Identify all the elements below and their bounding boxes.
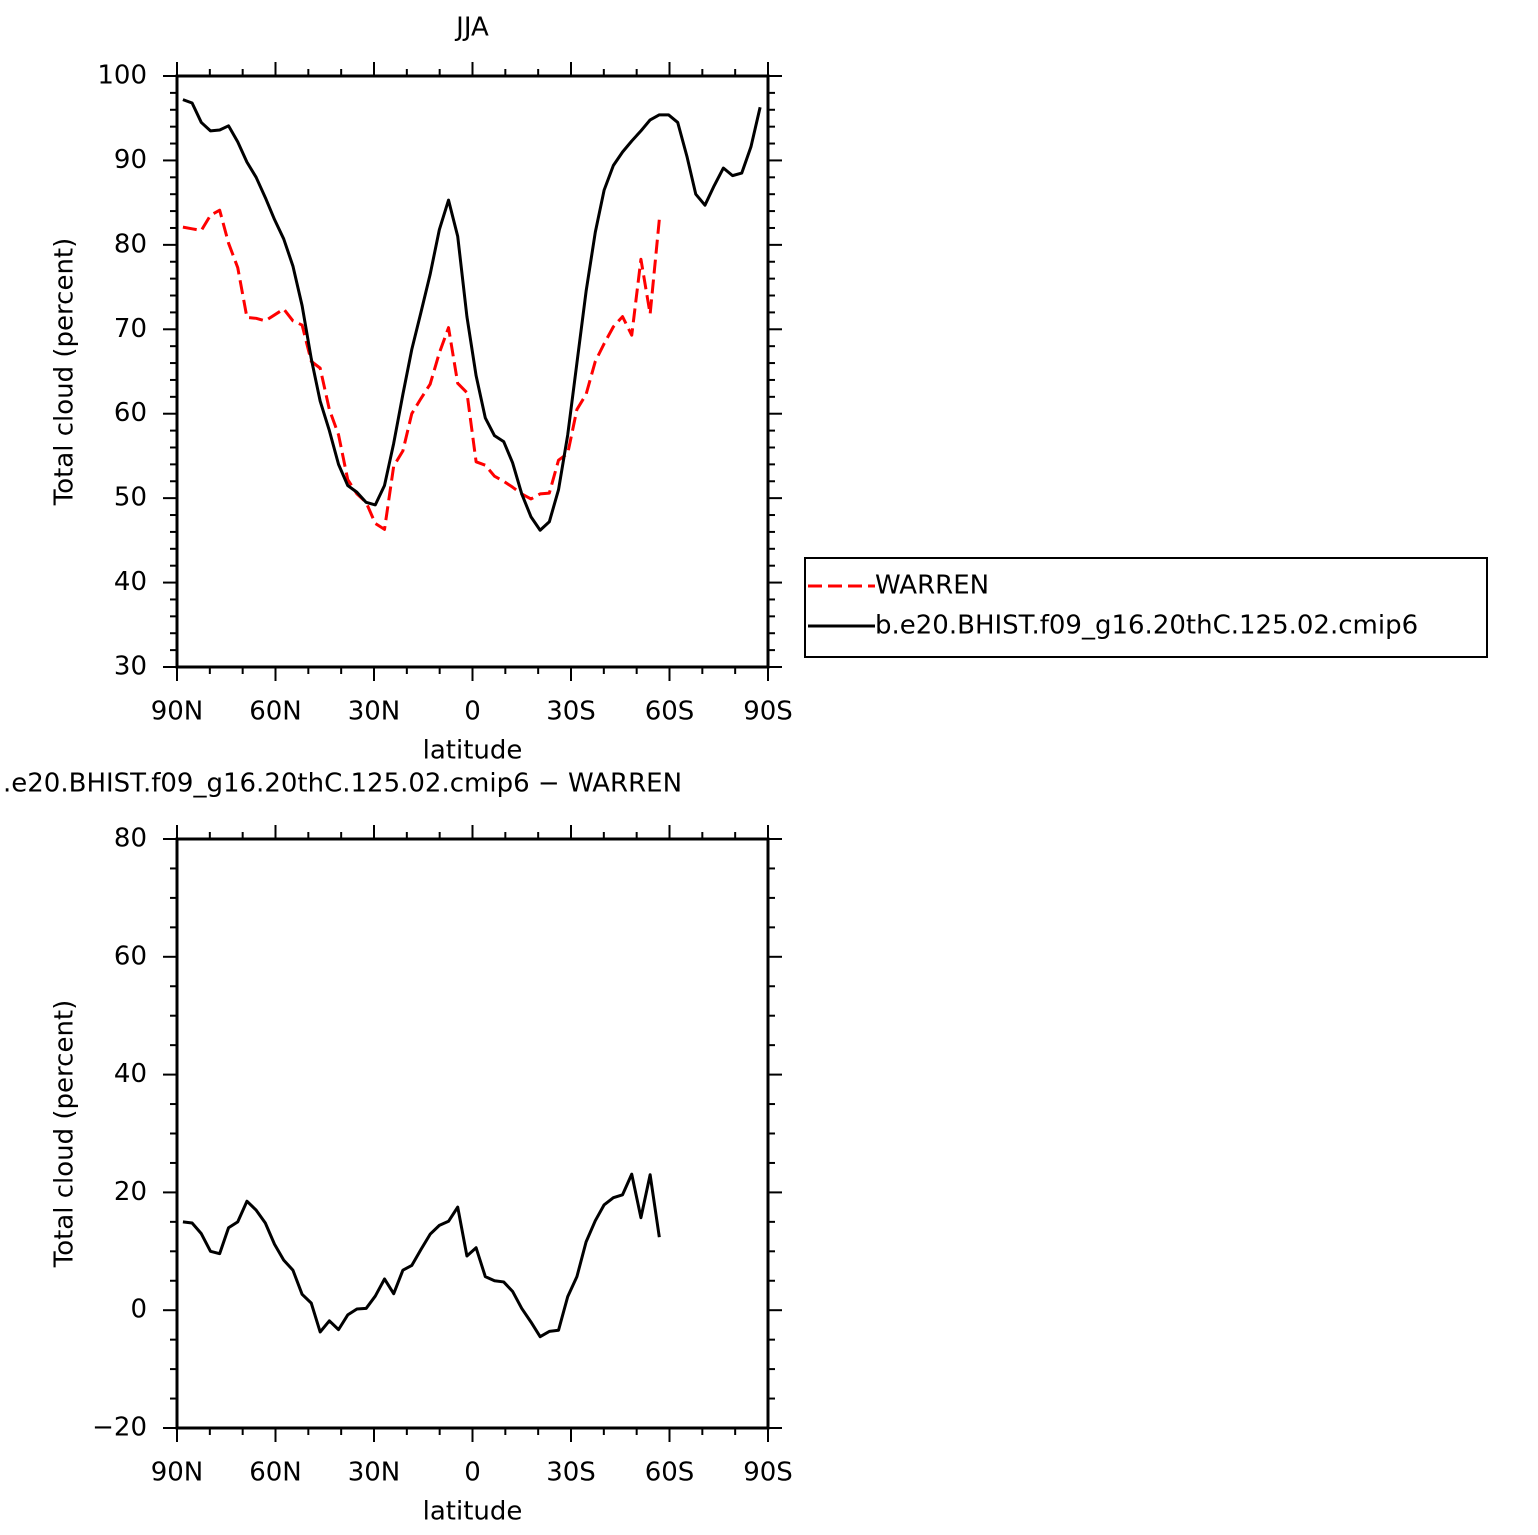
y-tick-label: 70: [114, 314, 147, 344]
y-tick-label: 30: [114, 652, 147, 682]
y-tick-label: −20: [92, 1413, 147, 1443]
y-tick-label: 80: [114, 824, 147, 854]
y-tick-label: 60: [114, 398, 147, 428]
data-line: [182, 208, 661, 531]
y-tick-label: 80: [114, 229, 147, 259]
x-tick-label: 90S: [743, 1458, 793, 1488]
plot-frame: [175, 837, 770, 1430]
plot-frame: [175, 74, 770, 669]
x-tick-label: 60S: [645, 1458, 695, 1488]
y-tick-label: 50: [114, 483, 147, 513]
x-tick-label: 90S: [743, 697, 793, 727]
x-tick-label: 90N: [151, 1458, 204, 1488]
x-tick-label: 60N: [249, 697, 302, 727]
y-tick-label: 100: [97, 61, 147, 91]
x-tick-label: 30S: [546, 1458, 596, 1488]
y-tick-label: 90: [114, 145, 147, 175]
legend-label: b.e20.BHIST.f09_g16.20thC.125.02.cmip6: [875, 611, 1418, 641]
y-tick-label: 20: [114, 1177, 147, 1207]
x-axis-label: latitude: [423, 736, 523, 766]
chart-title: .e20.BHIST.f09_g16.20thC.125.02.cmip6 − …: [3, 769, 682, 799]
data-line: [182, 1172, 661, 1339]
y-axis-label: Total cloud (percent): [50, 1000, 80, 1269]
legend-label: WARREN: [875, 571, 989, 601]
y-tick-label: 60: [114, 941, 147, 971]
x-tick-label: 0: [464, 1458, 481, 1488]
chart-title: JJA: [454, 13, 489, 43]
x-tick-label: 30N: [348, 1458, 401, 1488]
y-axis-label: Total cloud (percent): [50, 238, 80, 507]
data-line: [182, 98, 762, 532]
x-tick-label: 30S: [546, 697, 596, 727]
x-tick-label: 60N: [249, 1458, 302, 1488]
x-tick-label: 30N: [348, 697, 401, 727]
x-tick-label: 90N: [151, 697, 204, 727]
legend-box: [804, 557, 1488, 658]
x-tick-label: 60S: [645, 697, 695, 727]
y-tick-label: 40: [114, 1059, 147, 1089]
y-tick-label: 0: [130, 1295, 147, 1325]
y-tick-label: 40: [114, 567, 147, 597]
x-axis-label: latitude: [423, 1497, 523, 1527]
x-tick-label: 0: [464, 697, 481, 727]
